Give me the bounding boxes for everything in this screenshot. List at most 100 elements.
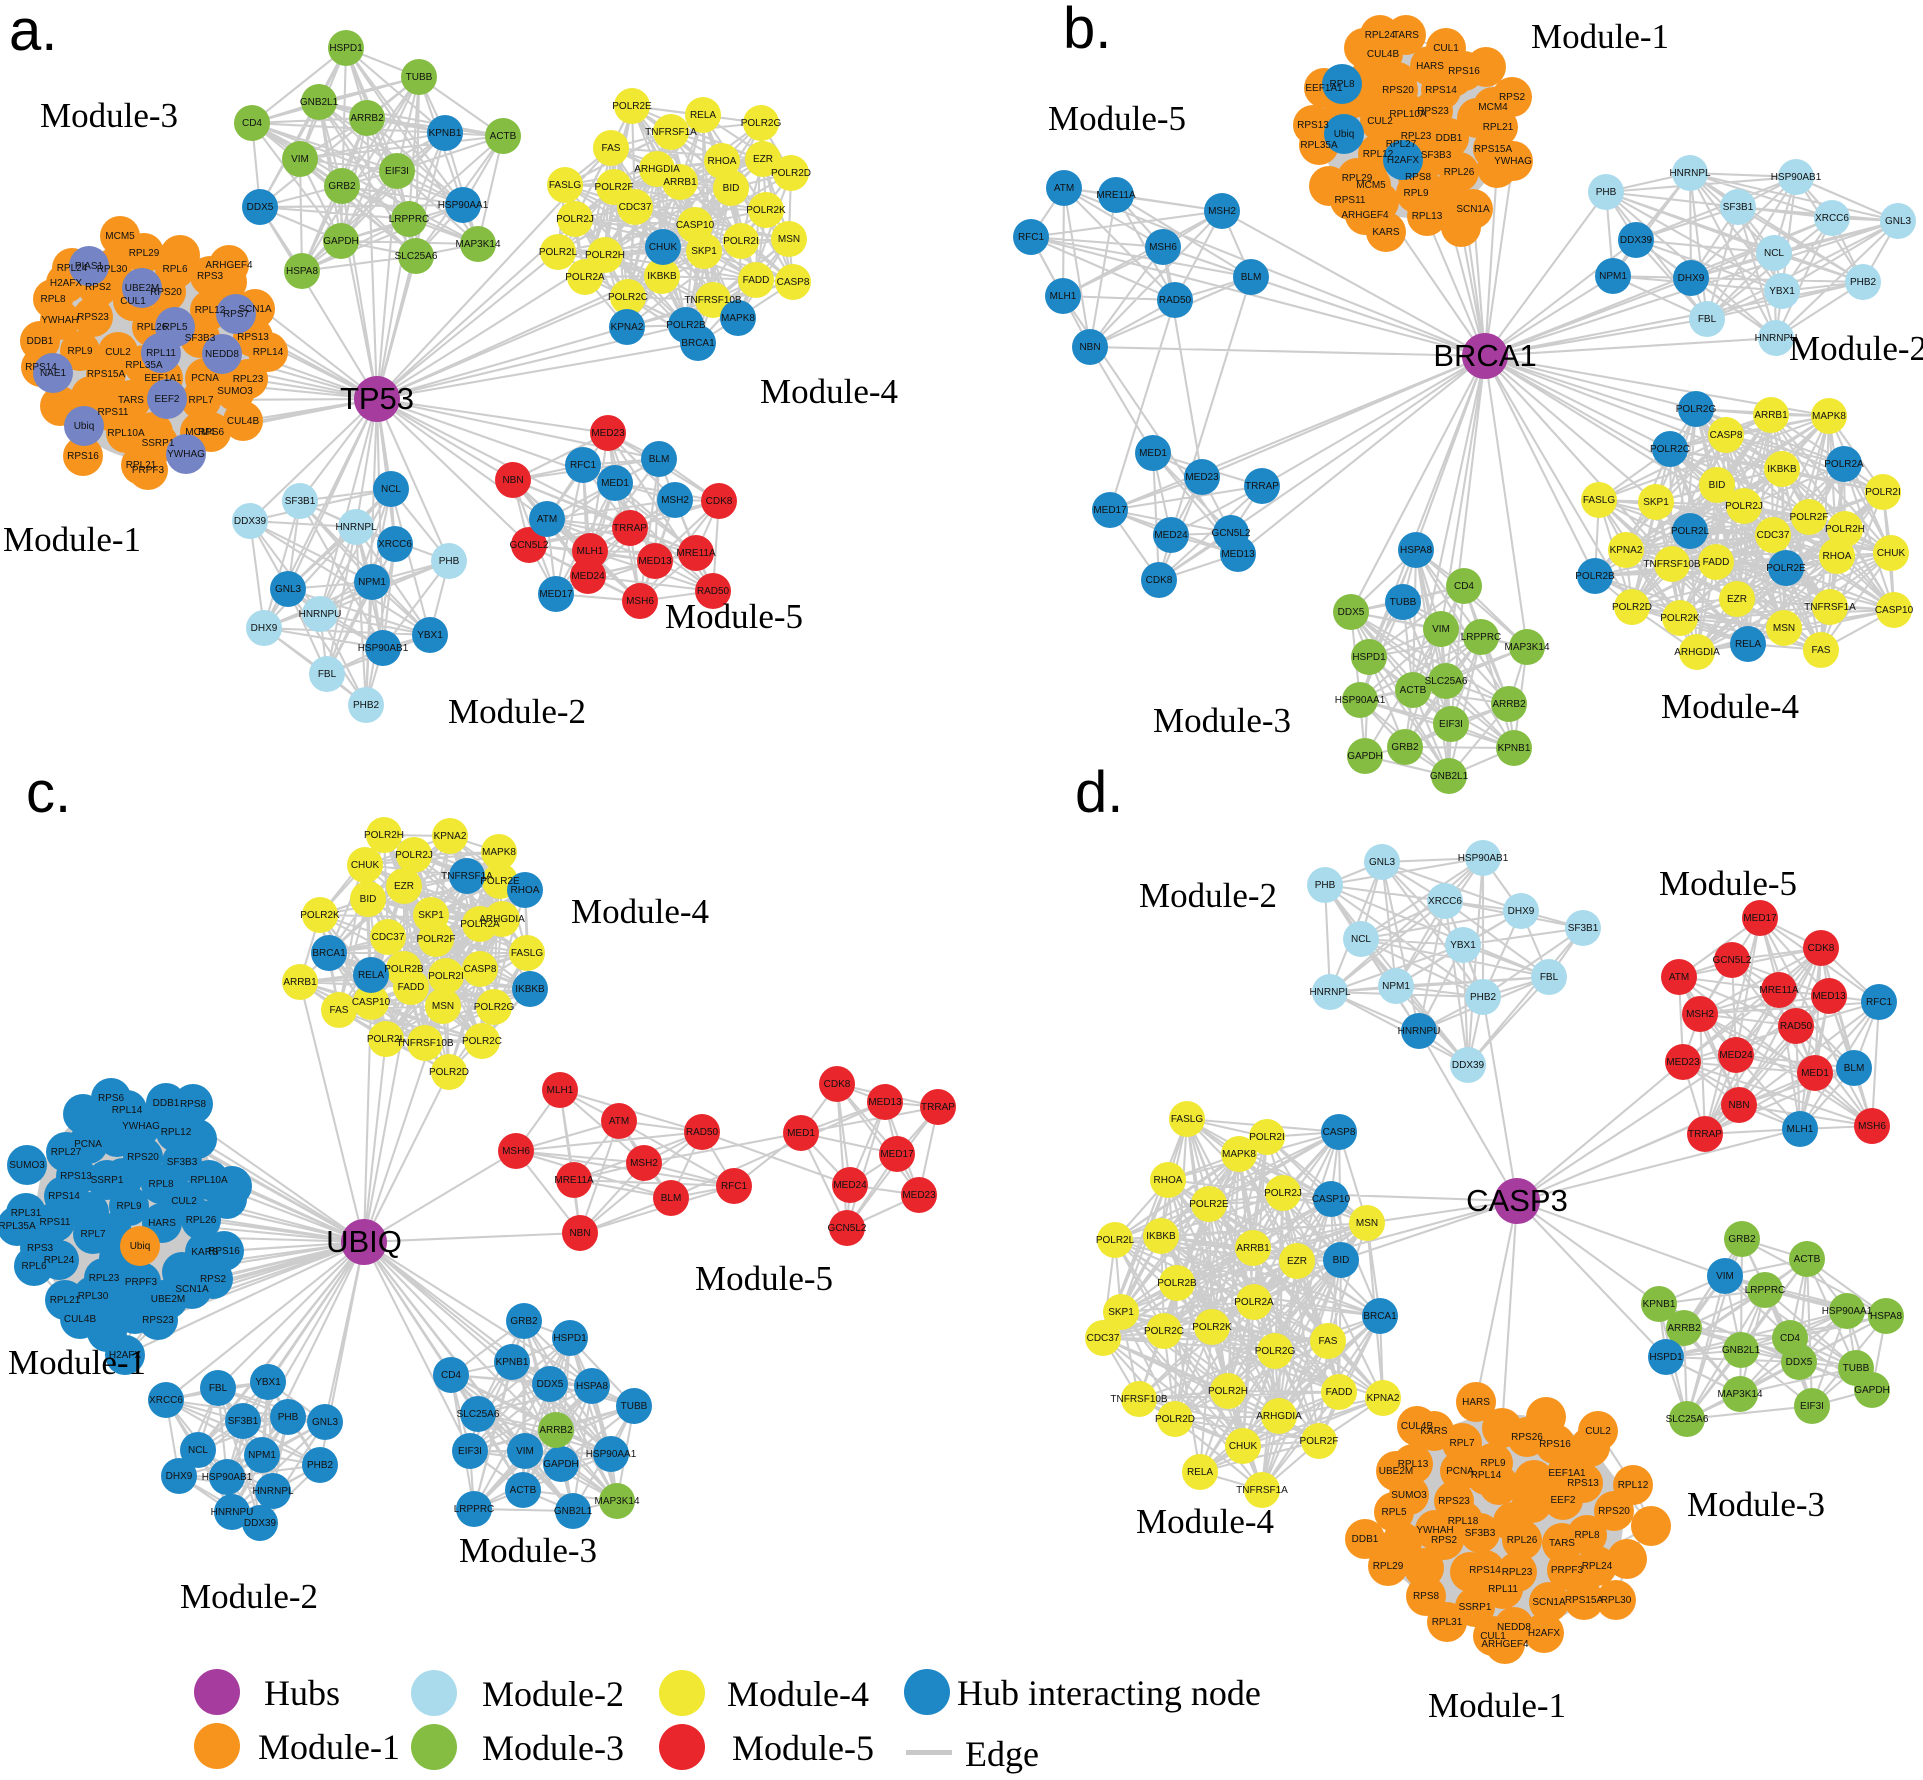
svg-text:RPS2: RPS2 <box>200 1274 227 1285</box>
svg-text:TNFRSF10B: TNFRSF10B <box>1110 1394 1168 1405</box>
svg-text:RPS2: RPS2 <box>85 282 112 293</box>
svg-text:XRCC6: XRCC6 <box>1428 896 1462 907</box>
svg-text:GAPDH: GAPDH <box>543 1459 579 1470</box>
svg-text:POLR2J: POLR2J <box>1264 1188 1302 1199</box>
svg-text:BID: BID <box>1333 1255 1350 1266</box>
svg-text:H2AFX: H2AFX <box>1528 1628 1561 1639</box>
svg-text:UBIQ: UBIQ <box>326 1224 402 1259</box>
svg-text:MAP3K14: MAP3K14 <box>1717 1389 1762 1400</box>
svg-text:EEF2: EEF2 <box>154 394 179 405</box>
svg-text:HSP90AA1: HSP90AA1 <box>438 200 489 211</box>
svg-text:TNFRSF10B: TNFRSF10B <box>1643 559 1701 570</box>
svg-text:NEDD8: NEDD8 <box>205 349 239 360</box>
svg-text:GCN5L2: GCN5L2 <box>1212 528 1251 539</box>
svg-text:Module-5: Module-5 <box>665 597 803 636</box>
svg-text:MED17: MED17 <box>1093 505 1127 516</box>
svg-text:KARS: KARS <box>191 1247 219 1258</box>
svg-text:HSPA8: HSPA8 <box>1870 1311 1902 1322</box>
svg-text:RPS14: RPS14 <box>1469 1565 1501 1576</box>
svg-text:POLR2L: POLR2L <box>1671 526 1710 537</box>
svg-text:YWHAG: YWHAG <box>122 1121 160 1132</box>
svg-text:MED23: MED23 <box>591 428 625 439</box>
svg-text:Hub interacting node: Hub interacting node <box>957 1673 1261 1713</box>
svg-text:MCM5: MCM5 <box>1356 180 1386 191</box>
svg-text:RPL10A: RPL10A <box>1389 109 1427 120</box>
svg-text:HNRNPL: HNRNPL <box>335 522 377 533</box>
svg-text:RPL30: RPL30 <box>97 264 128 275</box>
svg-text:RPL24: RPL24 <box>1365 30 1396 41</box>
svg-text:CDC37: CDC37 <box>1087 1333 1120 1344</box>
svg-text:RPS3: RPS3 <box>197 271 224 282</box>
svg-text:POLR2D: POLR2D <box>429 1067 469 1078</box>
svg-text:Module-1: Module-1 <box>3 520 141 559</box>
svg-text:CASP8: CASP8 <box>1710 430 1743 441</box>
svg-text:SKP1: SKP1 <box>418 910 444 921</box>
svg-text:MED17: MED17 <box>1743 913 1777 924</box>
svg-text:MCM4: MCM4 <box>185 427 215 438</box>
svg-text:XRCC6: XRCC6 <box>378 539 412 550</box>
svg-text:SCN1A: SCN1A <box>238 304 272 315</box>
svg-text:RPS13: RPS13 <box>237 332 269 343</box>
svg-text:RPS16: RPS16 <box>67 451 99 462</box>
svg-text:Module-4: Module-4 <box>727 1674 869 1714</box>
svg-text:RPL10A: RPL10A <box>190 1175 228 1186</box>
svg-text:MED23: MED23 <box>1185 472 1219 483</box>
svg-text:PHB2: PHB2 <box>307 1460 334 1471</box>
svg-text:YWHAG: YWHAG <box>1494 156 1532 167</box>
svg-text:UBE2M: UBE2M <box>1379 1466 1413 1477</box>
svg-text:HSPA8: HSPA8 <box>286 266 318 277</box>
svg-text:FAS: FAS <box>602 143 621 154</box>
svg-text:PCNA: PCNA <box>191 373 219 384</box>
svg-text:PCNA: PCNA <box>74 1139 102 1150</box>
svg-text:MSH6: MSH6 <box>626 596 654 607</box>
svg-text:GRB2: GRB2 <box>1728 1234 1756 1245</box>
svg-text:POLR2F: POLR2F <box>595 182 634 193</box>
svg-text:RPS14: RPS14 <box>1425 85 1457 96</box>
svg-text:PHB: PHB <box>1596 187 1617 198</box>
svg-text:Hubs: Hubs <box>264 1673 340 1713</box>
svg-text:ATM: ATM <box>1669 972 1689 983</box>
svg-text:RPS16: RPS16 <box>208 1246 240 1257</box>
svg-text:CUL1: CUL1 <box>1433 43 1459 54</box>
svg-text:POLR2D: POLR2D <box>1155 1414 1195 1425</box>
svg-text:ARRB1: ARRB1 <box>1754 410 1788 421</box>
svg-text:MED13: MED13 <box>638 556 672 567</box>
svg-text:RPS14: RPS14 <box>25 362 57 373</box>
svg-text:HSP90AB1: HSP90AB1 <box>1771 172 1822 183</box>
svg-text:UBE2M: UBE2M <box>151 1294 185 1305</box>
svg-text:PHB2: PHB2 <box>353 700 380 711</box>
svg-text:POLR2C: POLR2C <box>1144 1326 1184 1337</box>
svg-text:MSH2: MSH2 <box>1208 206 1236 217</box>
svg-text:ARHGEF4: ARHGEF4 <box>1341 210 1389 221</box>
svg-text:PRPF3: PRPF3 <box>125 1277 158 1288</box>
svg-text:EEF1A1: EEF1A1 <box>1305 83 1343 94</box>
svg-text:CUL4B: CUL4B <box>1401 1421 1434 1432</box>
svg-text:GCN5L2: GCN5L2 <box>828 1223 867 1234</box>
svg-text:RPL9: RPL9 <box>116 1201 141 1212</box>
svg-text:LRPPRC: LRPPRC <box>1461 632 1502 643</box>
svg-text:CASP3: CASP3 <box>1466 1183 1568 1218</box>
svg-text:RELA: RELA <box>1187 1467 1213 1478</box>
svg-text:IKBKB: IKBKB <box>647 271 677 282</box>
svg-text:BRCA1: BRCA1 <box>312 948 346 959</box>
svg-text:MED1: MED1 <box>1139 448 1167 459</box>
svg-text:CASP8: CASP8 <box>777 277 810 288</box>
svg-text:HARS: HARS <box>1462 1397 1490 1408</box>
svg-text:MRE11A: MRE11A <box>676 548 716 559</box>
svg-text:SF3B3: SF3B3 <box>185 333 216 344</box>
svg-text:DHX9: DHX9 <box>166 1471 193 1482</box>
svg-text:HSP90AB1: HSP90AB1 <box>358 643 409 654</box>
svg-text:CDK8: CDK8 <box>706 496 733 507</box>
svg-text:MSH6: MSH6 <box>502 1146 530 1157</box>
svg-text:RPL30: RPL30 <box>1601 1595 1632 1606</box>
svg-text:MLH1: MLH1 <box>577 546 604 557</box>
svg-text:RFC1: RFC1 <box>1866 997 1893 1008</box>
svg-text:POLR2L: POLR2L <box>367 1034 406 1045</box>
svg-text:HSPD1: HSPD1 <box>553 1333 587 1344</box>
svg-text:RPL11: RPL11 <box>1488 1584 1518 1595</box>
svg-text:MED13: MED13 <box>868 1097 902 1108</box>
svg-text:YBX1: YBX1 <box>1769 286 1795 297</box>
svg-text:FADD: FADD <box>398 982 425 993</box>
svg-text:MLH1: MLH1 <box>1050 291 1077 302</box>
svg-text:RPL30: RPL30 <box>78 1291 109 1302</box>
